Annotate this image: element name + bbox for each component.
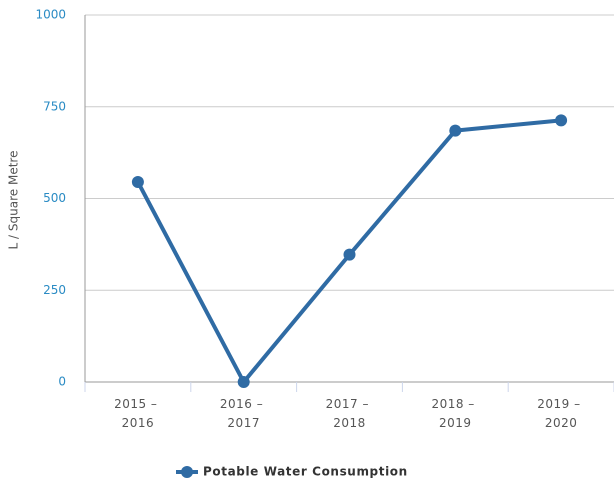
x-tick-label: 2019 – 2020	[537, 397, 585, 430]
x-tick-label: 2015 – 2016	[114, 397, 162, 430]
data-point	[555, 114, 568, 127]
x-tick-label: 2018 – 2019	[431, 397, 479, 430]
y-tick-label: 1000	[35, 8, 66, 22]
data-point	[131, 175, 144, 188]
y-tick-label: 500	[43, 191, 66, 205]
x-tick-label: 2017 – 2018	[326, 397, 374, 430]
y-tick-label: 0	[58, 375, 66, 389]
data-point	[449, 124, 462, 137]
y-axis-label: L / Square Metre	[7, 151, 21, 250]
data-point	[237, 376, 250, 388]
data-point	[343, 248, 356, 261]
legend-marker	[181, 466, 193, 478]
y-tick-label: 250	[43, 283, 66, 297]
y-tick-label: 750	[43, 99, 66, 113]
x-tick-label: 2016 – 2017	[220, 397, 268, 430]
legend-label: Potable Water Consumption	[203, 465, 408, 479]
